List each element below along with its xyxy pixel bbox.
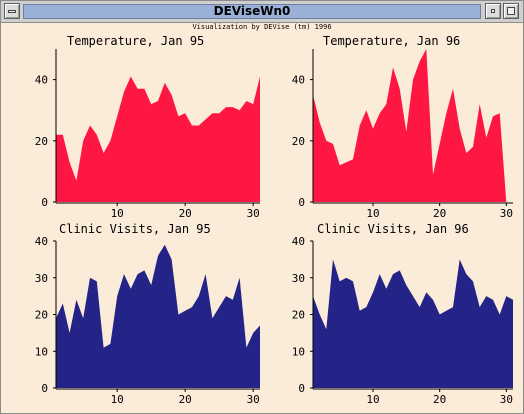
maximize-button[interactable] <box>503 3 519 19</box>
chart-2-x-tick-label: 30 <box>500 207 513 220</box>
chart-2-y-tick-label: 40 <box>292 74 305 87</box>
chart-4-y-tick-label: 0 <box>298 382 305 395</box>
chart-4-group: 0 10 20 30 40 10 20 30 <box>292 235 513 406</box>
plot-title-clinic-visits-jan-95: Clinic Visits, Jan 95 <box>59 222 211 236</box>
chart-4-y-tick-label: 20 <box>292 309 305 322</box>
maximize-icon <box>507 7 515 15</box>
chart-2-y-tick-label: 20 <box>292 135 305 148</box>
chart-1-y-tick-label: 20 <box>35 135 48 148</box>
chart-1-group: 0 20 40 10 20 30 <box>35 49 260 220</box>
visualization-caption: Visualization by DEVise (tm) 1996 <box>192 23 332 31</box>
plot-title-clinic-visits-jan-96: Clinic Visits, Jan 96 <box>317 222 469 236</box>
chart-2-y-tick-label: 0 <box>298 196 305 209</box>
minimize-icon <box>491 9 495 13</box>
chart-1-x-tick-label: 20 <box>179 207 192 220</box>
chart-3-y-tick-label: 0 <box>41 382 48 395</box>
chart-3-y-tick-label: 10 <box>35 345 48 358</box>
chart-3-y-tick-label: 20 <box>35 309 48 322</box>
chart-3-x-tick-label: 20 <box>179 393 192 406</box>
chart-3-y-tick-label: 30 <box>35 272 48 285</box>
chart-3-y-tick-label: 40 <box>35 235 48 248</box>
chart-4-x-tick-label: 20 <box>433 393 446 406</box>
chart-4-y-tick-label: 40 <box>292 235 305 248</box>
chart-1-area <box>56 76 260 202</box>
chart-3-area <box>56 244 260 388</box>
chart-3-x-tick-label: 30 <box>247 393 260 406</box>
chart-1-x-tick-label: 10 <box>111 207 124 220</box>
plot-title-temperature-jan-96: Temperature, Jan 96 <box>323 34 461 48</box>
chart-1-x-tick-label: 30 <box>247 207 260 220</box>
chart-4-y-tick-label: 30 <box>292 272 305 285</box>
chart-4-y-tick-label: 10 <box>292 345 305 358</box>
chart-2-x-tick-label: 10 <box>366 207 379 220</box>
chart-4-x-tick-label: 30 <box>500 393 513 406</box>
chart-1-y-tick-label: 40 <box>35 74 48 87</box>
chart-1-y-tick-label: 0 <box>41 196 48 209</box>
chart-4-area <box>313 259 513 388</box>
title-bar-background <box>23 4 481 19</box>
title-bar[interactable]: DEViseWn0 <box>1 1 523 23</box>
chart-2-area <box>313 49 513 202</box>
plot-title-temperature-jan-95: Temperature, Jan 95 <box>67 34 205 48</box>
window-menu-button[interactable] <box>4 3 20 19</box>
chart-2-group: 0 20 40 10 20 30 <box>292 49 513 220</box>
chart-3-group: 0 10 20 30 40 10 20 30 <box>35 235 260 406</box>
chart-4-x-tick-label: 10 <box>366 393 379 406</box>
window-menu-icon <box>8 10 16 13</box>
chart-2-x-tick-label: 20 <box>433 207 446 220</box>
window-title: DEViseWn0 <box>213 4 291 18</box>
chart-3-x-tick-label: 10 <box>111 393 124 406</box>
minimize-button[interactable] <box>485 3 501 19</box>
